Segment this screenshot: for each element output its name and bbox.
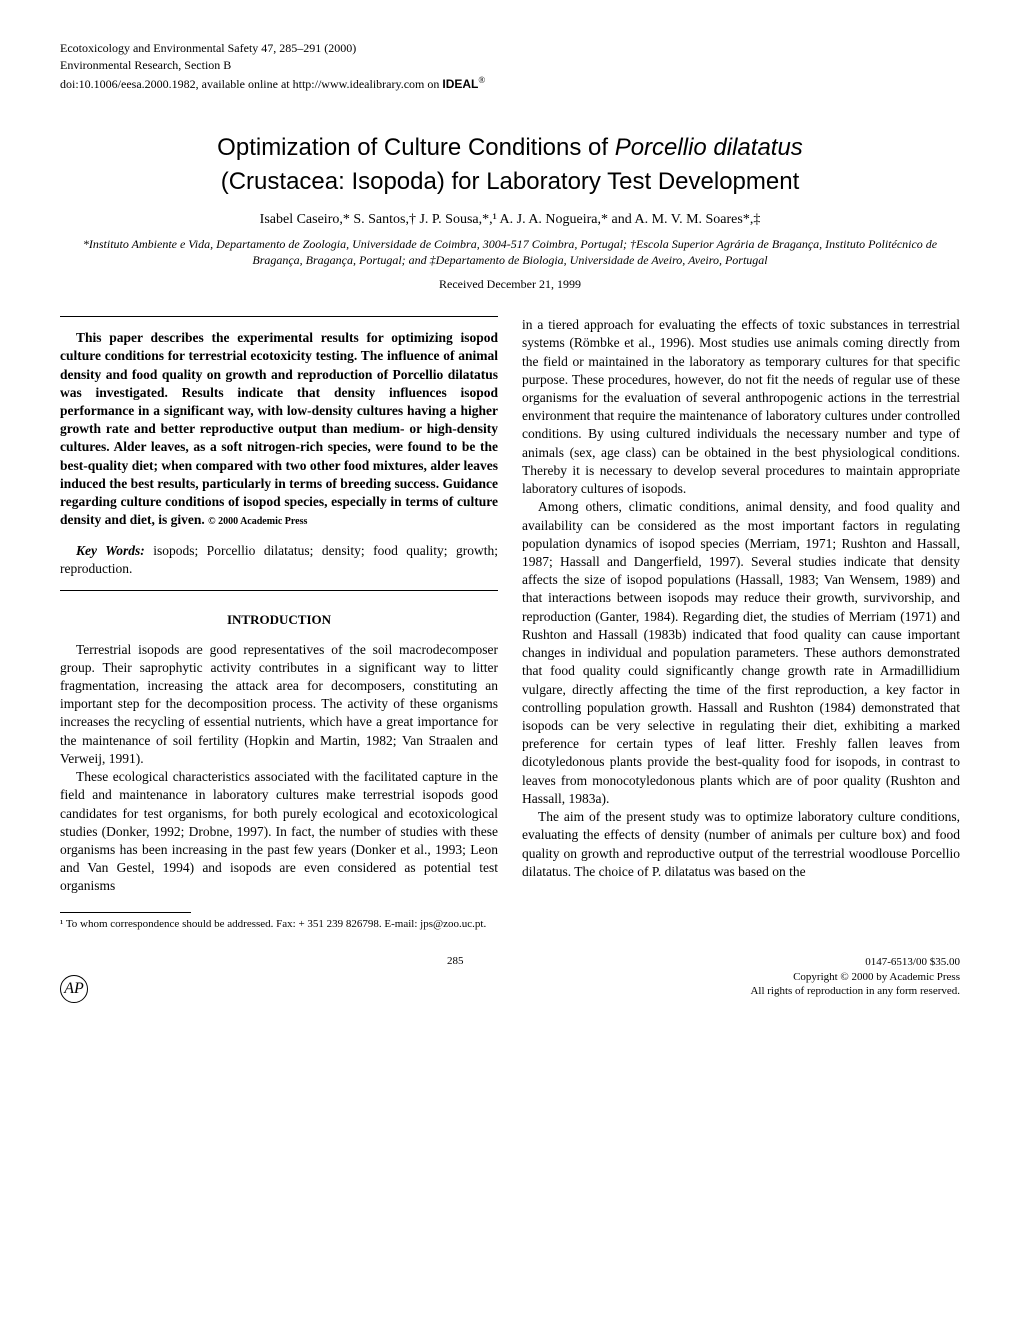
keywords-label: Key Words: xyxy=(76,543,145,558)
page-footer: AP 285 0147-6513/00 $35.00 Copyright © 2… xyxy=(60,955,960,1003)
section-label: Environmental Research, Section B xyxy=(60,57,960,74)
intro-paragraph-1: Terrestrial isopods are good representat… xyxy=(60,641,498,769)
two-column-content: This paper describes the experimental re… xyxy=(60,316,960,931)
col2-paragraph-3: The aim of the present study was to opti… xyxy=(522,808,960,881)
keywords-text: Key Words: isopods; Porcellio dilatatus;… xyxy=(60,542,498,578)
reg-mark: ® xyxy=(478,75,485,85)
copyright-line: Copyright © 2000 by Academic Press xyxy=(750,970,960,984)
right-body: in a tiered approach for evaluating the … xyxy=(522,316,960,881)
rights-reserved: All rights of reproduction in any form r… xyxy=(750,984,960,998)
abstract-text: This paper describes the experimental re… xyxy=(60,329,498,529)
intro-paragraph-2: These ecological characteristics associa… xyxy=(60,768,498,896)
ideal-logo: IDEAL xyxy=(442,77,478,91)
received-date: Received December 21, 1999 xyxy=(60,277,960,292)
footnote-divider xyxy=(60,912,191,913)
intro-body: Terrestrial isopods are good representat… xyxy=(60,641,498,896)
right-column: in a tiered approach for evaluating the … xyxy=(522,316,960,931)
copyright-block: 0147-6513/00 $35.00 Copyright © 2000 by … xyxy=(750,955,960,1003)
abstract-block: This paper describes the experimental re… xyxy=(60,316,498,529)
keywords-block: Key Words: isopods; Porcellio dilatatus;… xyxy=(60,542,498,591)
title-part1: Optimization of Culture Conditions of xyxy=(217,134,615,161)
col2-paragraph-2: Among others, climatic conditions, anima… xyxy=(522,498,960,808)
header-info: Ecotoxicology and Environmental Safety 4… xyxy=(60,40,960,92)
issn-price: 0147-6513/00 $35.00 xyxy=(750,955,960,969)
page-number: 285 xyxy=(160,955,750,1003)
affiliations: *Instituto Ambiente e Vida, Departamento… xyxy=(60,236,960,270)
title-species: Porcellio dilatatus xyxy=(615,134,803,161)
col2-paragraph-1: in a tiered approach for evaluating the … xyxy=(522,316,960,498)
introduction-heading: INTRODUCTION xyxy=(60,611,498,629)
journal-citation: Ecotoxicology and Environmental Safety 4… xyxy=(60,40,960,57)
article-subtitle: (Crustacea: Isopoda) for Laboratory Test… xyxy=(60,168,960,196)
doi-text: doi:10.1006/eesa.2000.1982, available on… xyxy=(60,77,442,91)
abstract-copyright: © 2000 Academic Press xyxy=(208,516,307,527)
left-column: This paper describes the experimental re… xyxy=(60,316,498,931)
correspondence-footnote: ¹ To whom correspondence should be addre… xyxy=(60,917,498,932)
publisher-logo: AP xyxy=(60,975,88,1003)
article-title: Optimization of Culture Conditions of Po… xyxy=(60,132,960,163)
authors-line: Isabel Caseiro,* S. Santos,† J. P. Sousa… xyxy=(60,212,960,228)
doi-line: doi:10.1006/eesa.2000.1982, available on… xyxy=(60,74,960,93)
